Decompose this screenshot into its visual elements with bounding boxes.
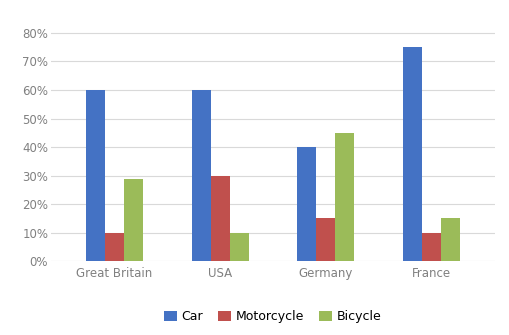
Bar [86,90,105,261]
Bar [334,133,354,261]
Bar [229,233,248,261]
Bar [421,233,440,261]
Bar [297,147,316,261]
Bar [191,90,210,261]
Bar [440,218,459,261]
Bar [105,233,124,261]
Legend: Car, Motorcycle, Bicycle: Car, Motorcycle, Bicycle [159,305,386,328]
Bar [210,176,229,261]
Bar [316,218,334,261]
Bar [124,179,143,261]
Bar [402,47,421,261]
